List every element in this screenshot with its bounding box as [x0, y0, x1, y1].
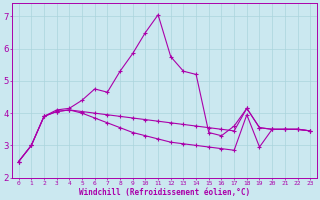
X-axis label: Windchill (Refroidissement éolien,°C): Windchill (Refroidissement éolien,°C) — [79, 188, 250, 197]
